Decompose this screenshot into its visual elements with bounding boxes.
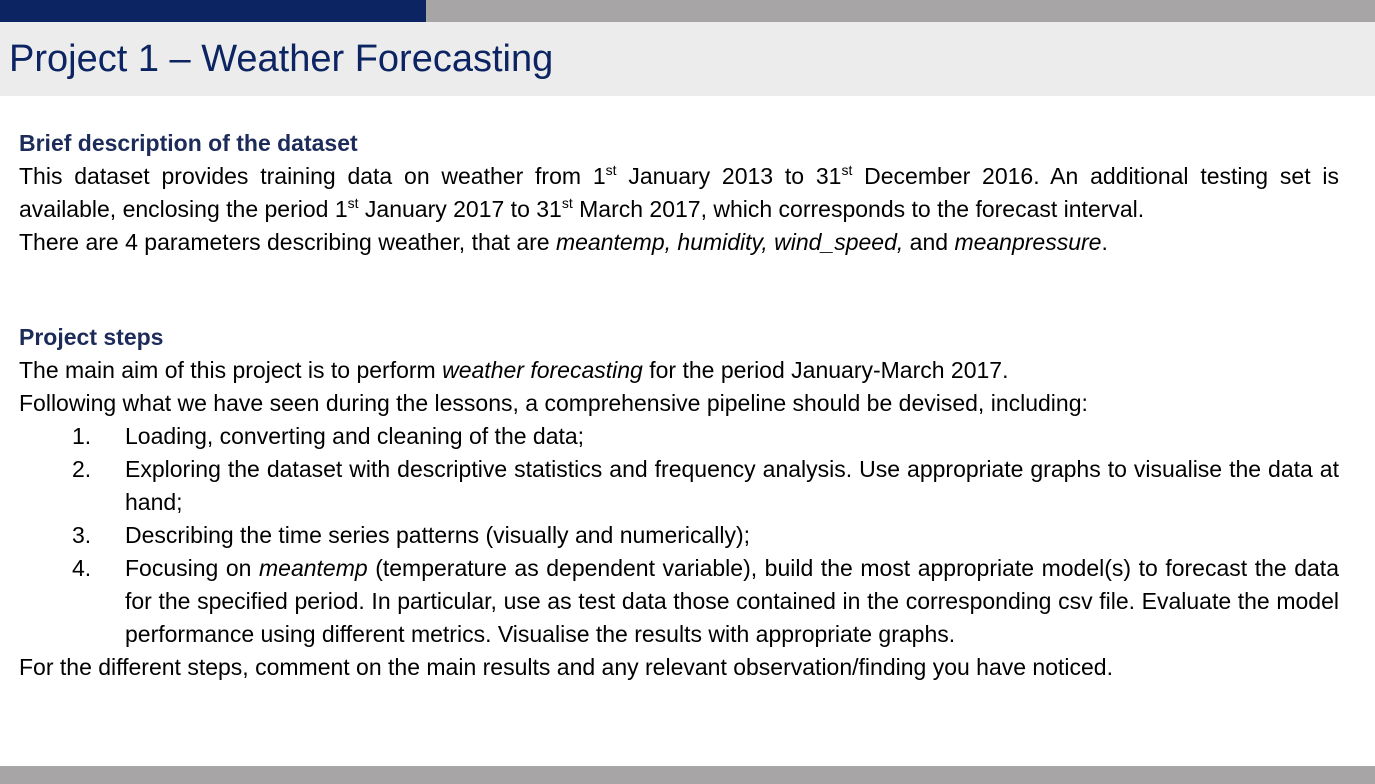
dataset-heading: Brief description of the dataset: [19, 130, 358, 156]
slide-title: Project 1 – Weather Forecasting: [9, 38, 554, 80]
top-accent-bar: [0, 0, 1375, 22]
steps-list: 1. Loading, converting and cleaning of th…: [19, 420, 1339, 651]
slide-content: Brief description of the dataset This da…: [19, 127, 1339, 684]
steps-closing: For the different steps, comment on the …: [19, 654, 1113, 680]
list-item: 1. Loading, converting and cleaning of th…: [72, 423, 585, 449]
steps-aim: The main aim of this project is to perfo…: [19, 357, 1009, 383]
list-item: 3. Describing the time series patterns (v…: [72, 522, 751, 548]
dataset-line-2: set is available, enclosing the period 1…: [19, 163, 1340, 222]
parameter-list: meantemp, humidity, wind_speed,: [555, 229, 904, 255]
section-spacer: [19, 259, 1339, 321]
steps-heading: Project steps: [19, 324, 164, 350]
top-bar-grey-segment: [426, 0, 1375, 22]
steps-intro: Following what we have seen during the l…: [19, 390, 1088, 416]
title-band: [0, 22, 1375, 96]
bottom-accent-bar: [0, 766, 1375, 784]
parameter-meanpressure: meanpressure: [954, 229, 1102, 255]
dataset-paragraph: This dataset provides training data on w…: [19, 160, 1339, 226]
top-bar-navy-segment: [0, 0, 426, 22]
list-item: 2. Exploring the dataset with descriptive…: [72, 456, 1339, 515]
dataset-line-3: There are 4 parameters describing weathe…: [19, 229, 1108, 255]
list-item: 4. Focusing on meantemp (temperature as d…: [72, 555, 1339, 647]
dataset-line-1: This dataset provides training data on w…: [19, 162, 1269, 189]
